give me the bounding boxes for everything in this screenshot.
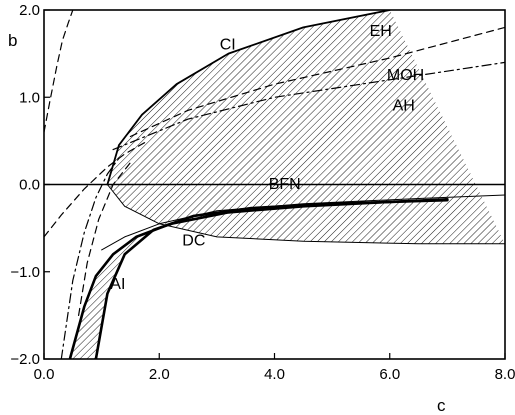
curve-labels: CI EH MOH AH BFN DC AI	[110, 23, 424, 293]
y-axis-label: b	[8, 31, 17, 50]
series-line-dc	[101, 194, 505, 251]
curve-label-moh: MOH	[387, 67, 424, 84]
curve-label-ci: CI	[220, 36, 236, 53]
curve-label-eh: EH	[370, 23, 392, 40]
y-tick-label: −1.0	[10, 264, 40, 281]
curve-label-ah: AH	[393, 97, 415, 114]
shaded-regions	[69, 10, 505, 359]
y-tick-label: 0.0	[19, 177, 40, 194]
x-tick-label: 2.0	[149, 366, 170, 383]
unlabeled-curve-4	[78, 162, 131, 316]
y-tick-label: 1.0	[19, 89, 40, 106]
curve-label-ai: AI	[110, 276, 125, 293]
unlabeled-curve-2	[44, 140, 149, 238]
y-tick-label: −2.0	[10, 351, 40, 368]
shaded-region-ci-ah	[107, 10, 505, 244]
axis-ticks: 0.0 2.0 4.0 6.0 8.0 −2.0 −1.0 0.0 1.0 2.0	[10, 2, 515, 383]
x-tick-label: 4.0	[264, 366, 285, 383]
x-axis-label: c	[437, 396, 446, 415]
unlabeled-curve-1	[44, 10, 74, 133]
curve-label-bfn: BFN	[269, 176, 301, 193]
x-tick-label: 0.0	[34, 366, 55, 383]
series-line-ai	[94, 198, 449, 359]
series-line-moh	[112, 61, 505, 151]
curve-label-dc: DC	[182, 233, 205, 250]
x-tick-label: 8.0	[495, 366, 515, 383]
series-line-ci	[106, 10, 391, 186]
series-line-ah	[106, 184, 505, 245]
unlabeled-curve-3	[60, 157, 120, 359]
x-tick-label: 6.0	[379, 366, 400, 383]
curves	[44, 10, 505, 359]
y-tick-label: 2.0	[19, 2, 40, 19]
series-line-eh	[129, 26, 505, 138]
